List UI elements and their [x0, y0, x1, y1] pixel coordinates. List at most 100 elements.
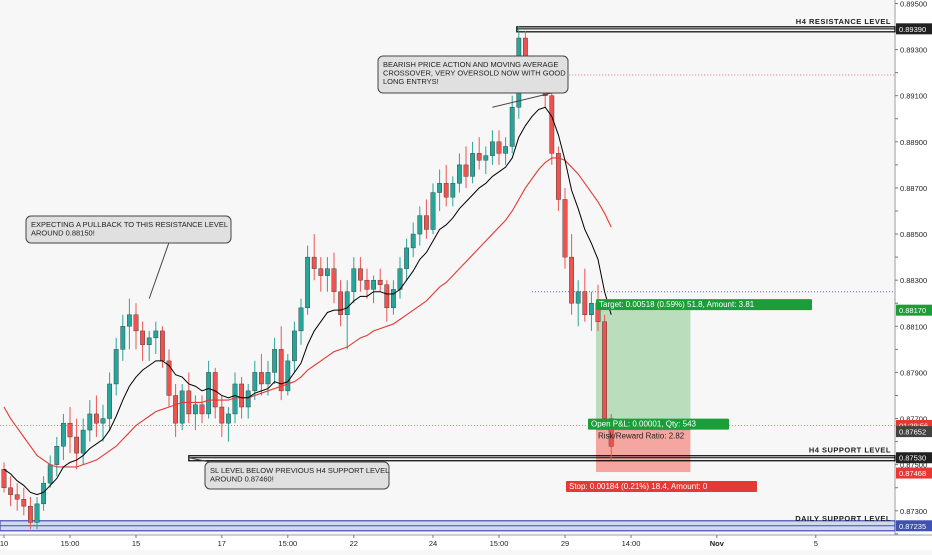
candle-body	[179, 390, 185, 424]
candle-body	[120, 326, 126, 350]
candle	[443, 164, 449, 207]
candles-layer	[1, 26, 614, 530]
candle	[549, 84, 555, 165]
candle-body	[457, 164, 462, 184]
tag-target-bg	[896, 304, 932, 316]
candle-body	[325, 268, 330, 276]
candle	[80, 418, 86, 465]
tag-h4-support: 0.87530	[896, 452, 932, 464]
pnl-label-bg	[588, 418, 729, 430]
candle-body	[338, 291, 343, 315]
annotations-layer: EXPECTING A PULLBACK TO THIS RESISTANCE …	[25, 55, 569, 490]
candle	[34, 496, 40, 530]
annotation-pullback: EXPECTING A PULLBACK TO THIS RESISTANCE …	[25, 215, 232, 299]
y-tick-label: 0.87300	[900, 507, 927, 516]
candle-body	[232, 383, 238, 415]
candle-body	[113, 349, 119, 385]
stop-label: Stop: 0.00184 (0.21%) 18.4, Amount: 0	[566, 481, 757, 493]
candle	[225, 407, 231, 442]
candle	[404, 238, 409, 281]
pnl-label-text: Open P&L: 0.00001, Qty: 543	[591, 420, 697, 429]
price-axis-background	[895, 0, 932, 535]
candle-body	[556, 153, 561, 200]
candle-body	[311, 256, 317, 269]
candle	[120, 314, 126, 361]
candle	[21, 487, 27, 516]
candle-body	[450, 183, 456, 198]
candle-body	[8, 487, 13, 495]
candle	[503, 137, 508, 165]
candle-body	[608, 418, 614, 447]
candle-body	[344, 291, 350, 315]
x-tick-label: 22	[350, 539, 358, 548]
candle-body	[133, 314, 139, 332]
candle-body	[173, 395, 178, 424]
h4_resistance-label: H4 RESISTANCE LEVEL	[796, 17, 891, 26]
candle-body	[47, 464, 53, 484]
candle-body	[575, 291, 581, 304]
candle	[470, 141, 475, 184]
candle	[325, 257, 330, 292]
candle	[417, 206, 423, 246]
time-axis: 10 15:00 15 17 15:00 22 24 15:00 29 14:00 Nov 5	[0, 535, 818, 548]
candle-body	[358, 268, 363, 281]
candle-body	[14, 494, 20, 500]
callout-box	[25, 215, 232, 244]
candle-body	[245, 390, 251, 408]
candle	[437, 169, 442, 212]
tag-entry-bg	[896, 426, 932, 438]
candle-body	[87, 413, 93, 431]
candle-body	[206, 372, 211, 415]
candle-body	[140, 330, 145, 345]
candle	[582, 268, 588, 322]
candle-body	[351, 268, 357, 292]
candle-body	[589, 303, 594, 315]
x-tick-label: Nov	[710, 539, 725, 548]
callout-text: SL LEVEL BELOW PREVIOUS H4 SUPPORT LEVEL	[210, 466, 389, 475]
ratio-label: Risk/Reward Ratio: 2.82	[598, 432, 685, 441]
candle-body	[285, 360, 291, 392]
candle-body	[278, 349, 284, 392]
candle-body	[61, 422, 66, 447]
candle	[410, 222, 416, 258]
callout-box	[377, 55, 569, 94]
candle-body	[397, 268, 403, 290]
candle	[344, 280, 350, 350]
candle	[384, 280, 390, 322]
x-tick-label: 15:00	[61, 539, 80, 548]
candle-body	[93, 413, 99, 424]
candle	[351, 257, 357, 304]
candle	[61, 413, 66, 461]
candle-body	[219, 406, 225, 424]
candle	[28, 496, 33, 530]
candle	[292, 321, 297, 373]
candle	[391, 280, 396, 315]
candle-body	[602, 321, 608, 419]
x-tick-label: 14:00	[622, 539, 641, 548]
candle-body	[496, 141, 502, 154]
candle	[490, 130, 495, 165]
tag-daily-support: 0.87235	[896, 520, 932, 532]
x-tick-label: 24	[429, 539, 437, 548]
y-tick-label: 0.88500	[900, 230, 927, 239]
x-tick-label: 15:00	[490, 539, 509, 548]
candle	[206, 360, 211, 419]
candle-body	[364, 279, 370, 290]
candle-body	[159, 330, 165, 362]
candle-body	[239, 383, 244, 408]
candle	[278, 326, 284, 401]
candle-body	[21, 499, 27, 507]
y-tick-label: 0.88700	[900, 184, 927, 193]
candle-body	[153, 330, 159, 339]
candle	[107, 372, 113, 431]
tag-h4-resistance-dark: 0.89390	[896, 23, 932, 35]
candle	[377, 268, 383, 292]
y-tick-label: 0.87900	[900, 368, 927, 377]
x-tick-label: 15	[132, 539, 140, 548]
tag-daily-support-bg	[896, 520, 932, 532]
candle	[285, 353, 291, 396]
tag-h4-resistance-dark-bg	[896, 23, 932, 35]
candle-body	[67, 422, 73, 438]
candle	[556, 146, 561, 212]
